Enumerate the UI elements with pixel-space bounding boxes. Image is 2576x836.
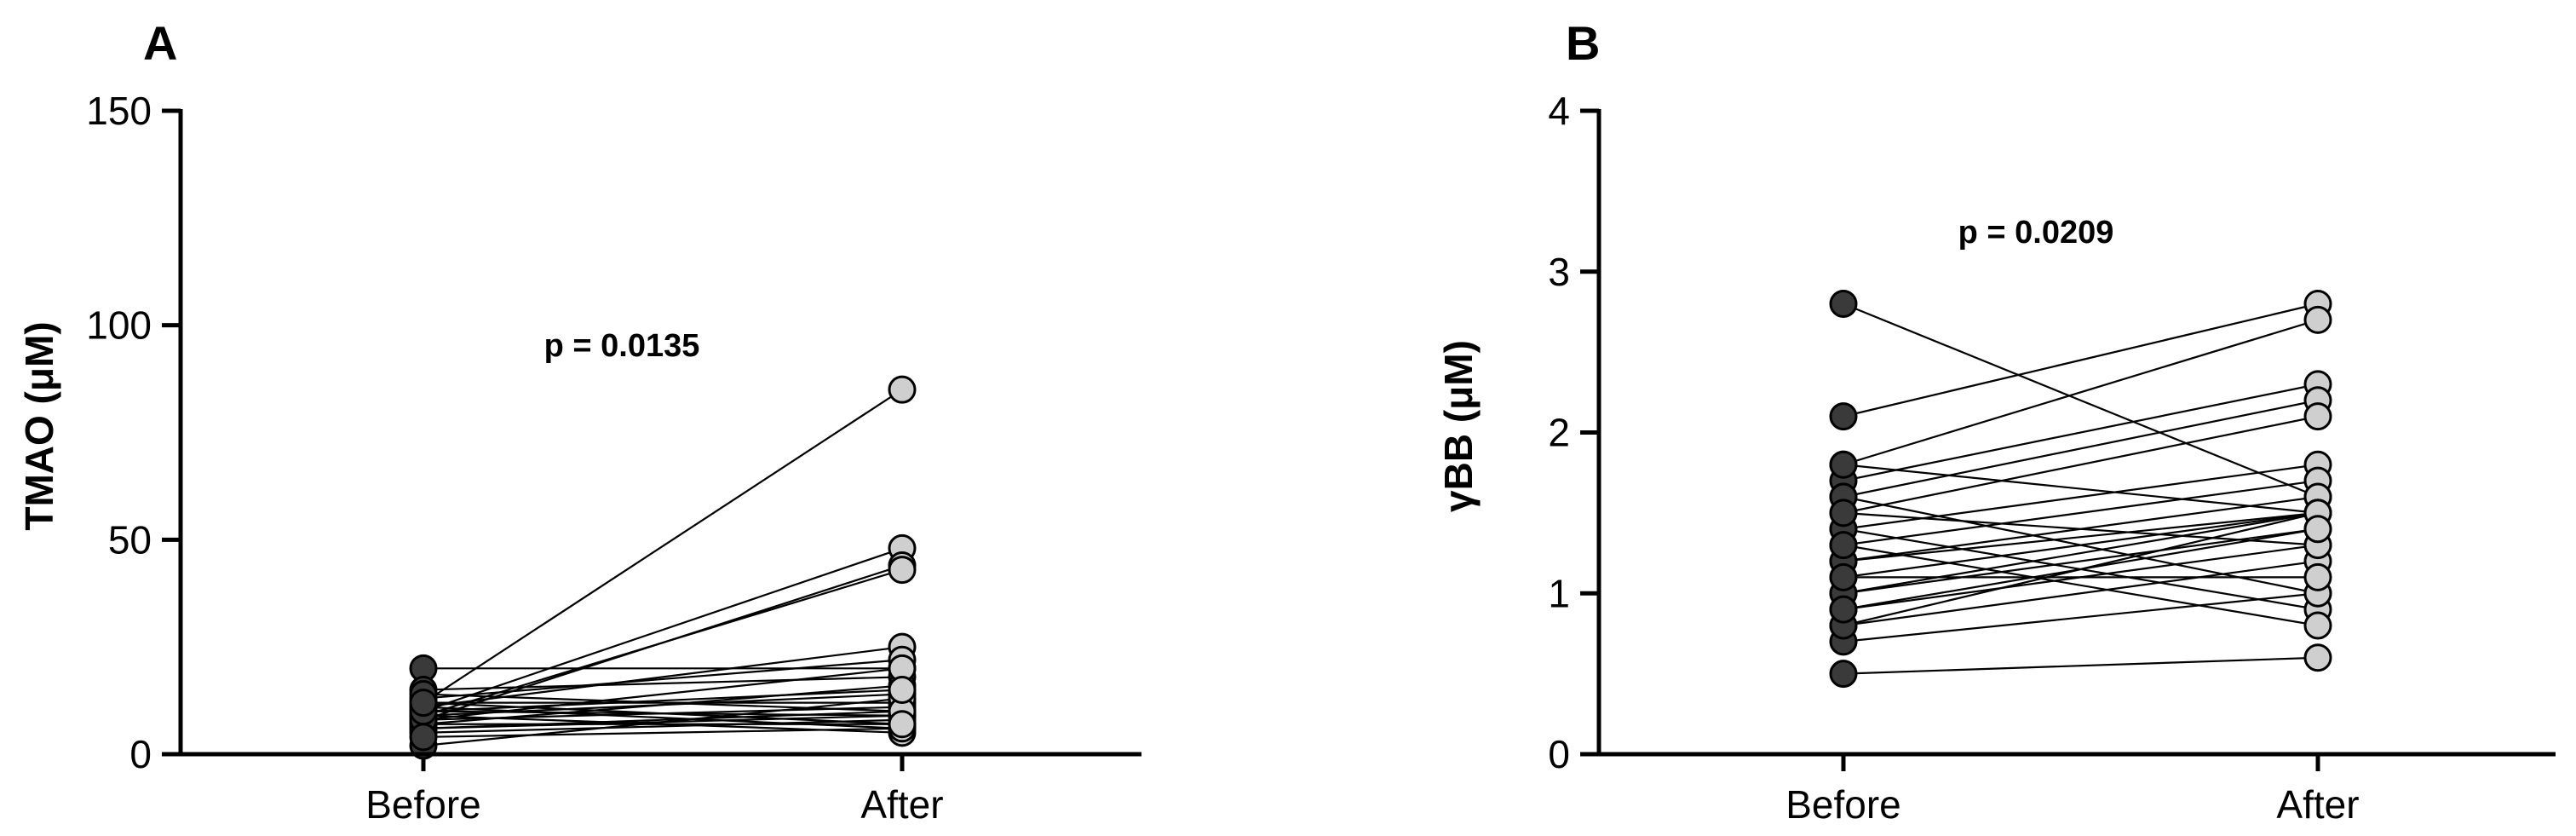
y-tick-label-b-4: 4 [1548,89,1570,133]
p-value-b: p = 0.0209 [1958,215,2114,251]
pair-line-a-7 [423,676,903,691]
x-label-after-b: After [2276,782,2359,827]
point-before-a-24 [409,689,438,718]
point-after-b-21 [2303,611,2332,640]
point-after-b-14 [2303,643,2332,672]
x-label-before-b: Before [1785,782,1901,827]
point-before-b-21 [1829,531,1858,560]
y-tick-label-b-0: 0 [1548,732,1570,776]
pair-line-b-0 [1843,303,2319,499]
pair-line-a-20 [423,667,903,721]
y-tick-label-a-2: 100 [86,303,152,348]
pair-line-b-17 [1843,511,2319,562]
point-after-b-24 [2303,515,2332,544]
pair-line-b-18 [1843,511,2319,595]
pair-line-b-2 [1843,319,2319,466]
pair-line-b-21 [1843,544,2319,627]
pair-line-a-21 [423,693,903,712]
pair-line-b-3 [1843,383,2319,482]
panel-letter-a: A [143,16,177,70]
pair-line-b-5 [1843,415,2319,514]
pair-line-a-1 [423,389,903,704]
x-label-before-a: Before [365,782,481,827]
point-before-b-1 [1829,402,1858,431]
point-before-a-23 [409,723,438,752]
pair-lines-b [1843,303,2319,675]
pair-line-b-16 [1843,495,2319,595]
pair-line-b-24 [1843,528,2319,611]
point-after-b-2 [2303,305,2332,334]
y-tick-label-a-1: 50 [108,517,152,562]
pair-line-a-6 [423,659,903,700]
x-labels-b: Before After [1785,782,2359,827]
pair-line-b-14 [1843,656,2319,675]
pair-line-b-1 [1843,303,2319,418]
point-after-b-23 [2303,562,2332,591]
y-ticks-b: 0 1 2 3 4 [1548,89,1599,776]
y-tick-label-a-3: 150 [86,89,152,133]
point-after-a-24 [888,710,917,739]
points-a [409,375,917,760]
x-labels-a: Before After [365,782,943,827]
pair-line-b-13 [1843,592,2319,643]
y-tick-label-a-0: 0 [129,732,152,776]
x-ticks-b [1841,754,2320,771]
panel-letter-b: B [1566,16,1600,70]
pair-line-a-22 [423,689,903,712]
y-ticks-a: 0 50 100 150 [86,89,181,776]
y-axis-title-b: γBB (μM) [1436,340,1481,512]
pair-line-b-20 [1843,511,2319,546]
point-before-b-0 [1829,290,1858,318]
x-label-after-a: After [860,782,943,827]
pair-line-b-4 [1843,399,2319,499]
point-before-b-24 [1829,595,1858,624]
point-after-a-1 [888,375,917,404]
point-before-b-20 [1829,499,1858,528]
point-after-b-5 [2303,402,2332,431]
point-after-a-22 [888,676,917,704]
pair-line-b-22 [1843,464,2319,514]
pair-line-b-12 [1843,560,2319,627]
pair-line-a-19 [423,697,903,747]
pair-lines-a [423,389,903,747]
pair-line-a-14 [423,718,903,734]
x-ticks-a [421,754,905,771]
pair-line-a-2 [423,547,903,712]
pair-line-a-24 [423,701,903,725]
point-after-a-4 [888,556,917,585]
y-axis-title-a: TMAO (μM) [17,321,61,530]
points-b [1829,290,2332,689]
point-before-b-14 [1829,660,1858,689]
y-tick-label-b-3: 3 [1548,250,1570,294]
p-value-a: p = 0.0135 [544,328,700,364]
point-before-b-22 [1829,450,1858,479]
panel-a: A TMAO (μM) p = 0.0135 0 50 100 150 Before … [17,16,1141,827]
panel-b: B γBB (μM) p = 0.0209 0 1 2 3 4 Before After [1436,16,2556,827]
y-tick-label-b-1: 1 [1548,571,1570,615]
pair-line-a-23 [423,727,903,738]
pair-line-b-7 [1843,480,2319,546]
point-before-b-23 [1829,562,1858,591]
pair-line-b-10 [1843,528,2319,595]
y-tick-label-b-2: 2 [1548,411,1570,455]
